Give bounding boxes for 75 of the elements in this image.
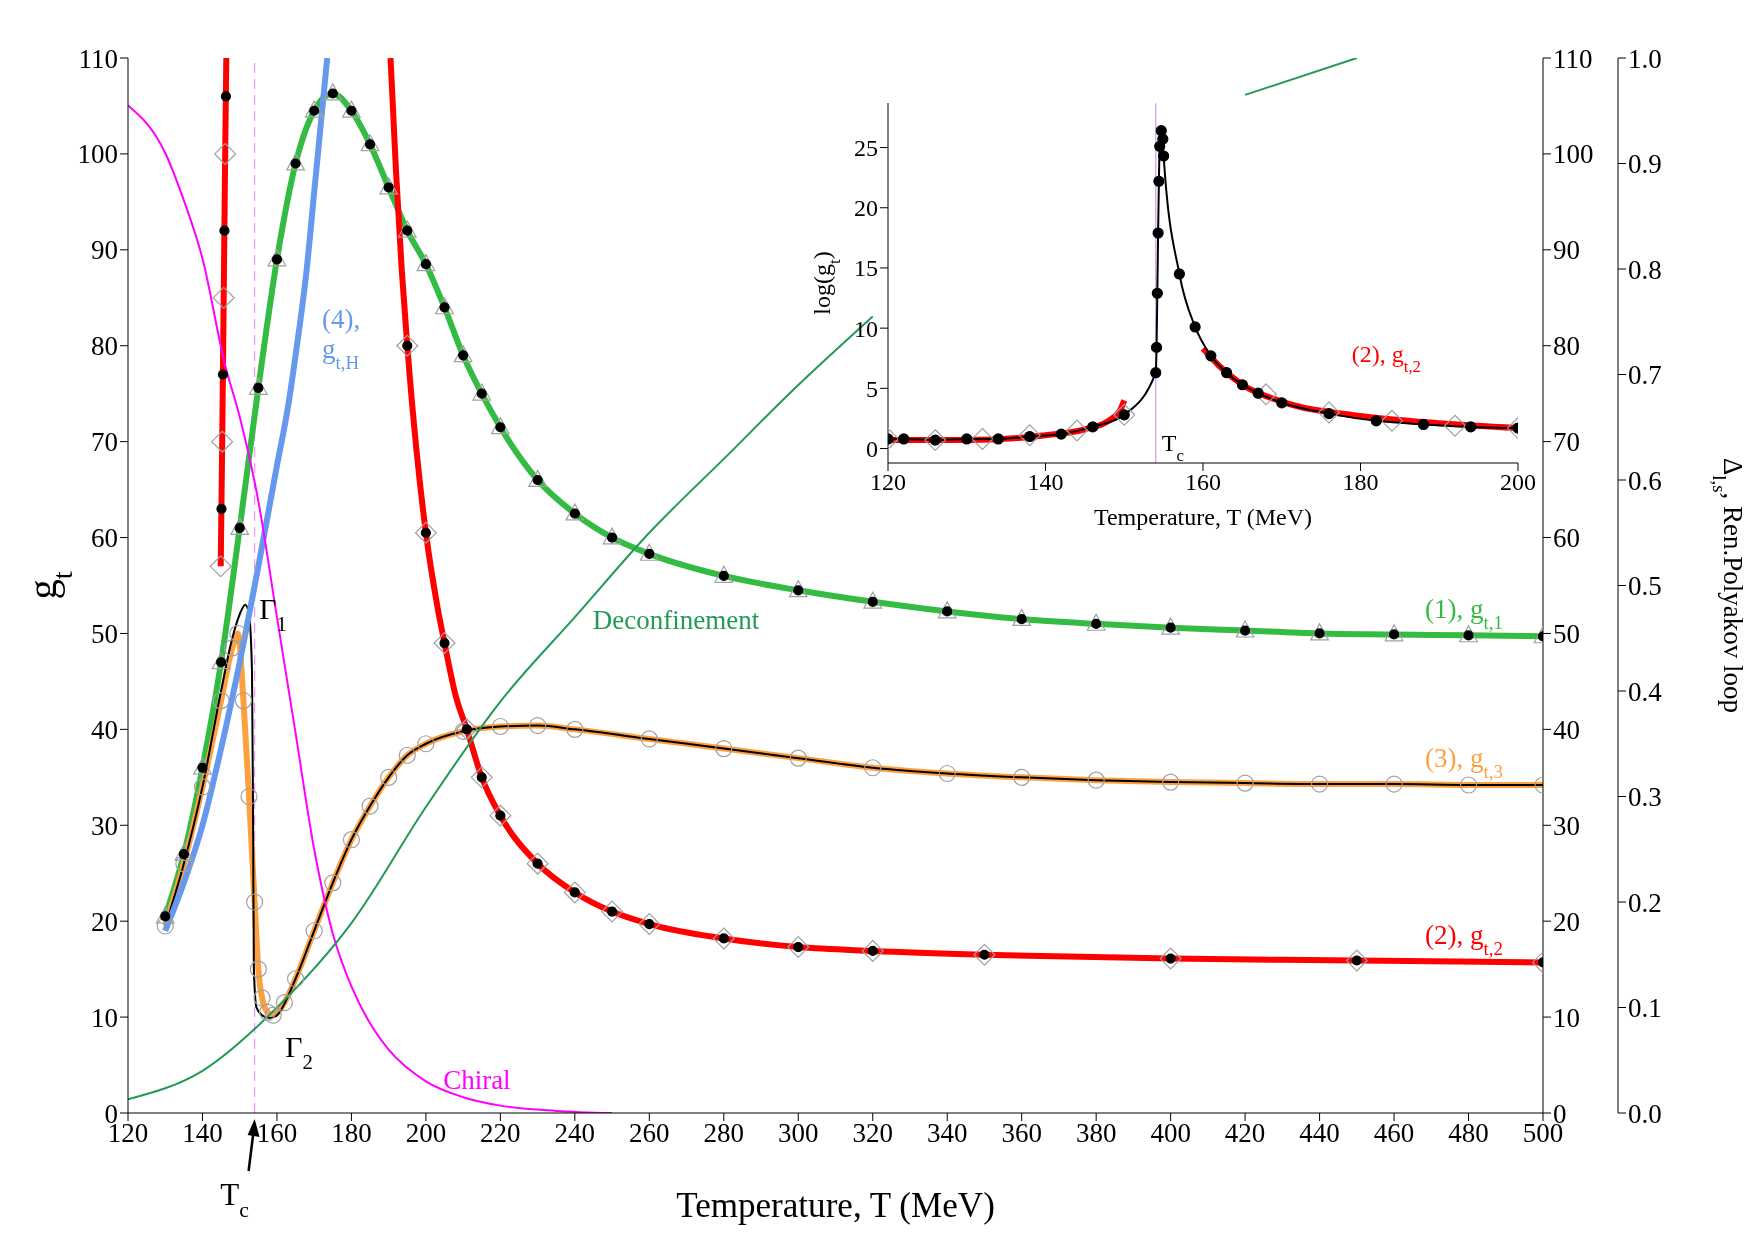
y-tick-label: 40 [91,714,118,745]
series-label: (4), g$_{t,H}$ [322,304,361,373]
y-tick-label: 20 [91,906,118,937]
x-tick-label: 340 [926,1118,968,1149]
y-tick-label: 10 [91,1002,118,1033]
x-tick-label: 400 [1150,1118,1191,1149]
y2-tick-label: 10 [1553,1002,1580,1033]
series-label: (2), g$_{t,2}$ [1425,920,1503,959]
series-label: Deconfinement [592,605,760,636]
x-tick-label: 220 [480,1118,521,1149]
x-tick-label: 320 [852,1118,893,1149]
x-tick-label: 200 [405,1118,447,1149]
y3-tick-label: 0.5 [1628,571,1662,602]
x-tick-label: 460 [1373,1118,1415,1149]
y2-tick-label: 20 [1553,906,1580,937]
y2-tick-label: 30 [1553,810,1580,841]
y2-tick-label: 90 [1553,235,1580,266]
series-label: (1), g$_{t,1}$ [1425,594,1503,633]
y2-tick-label: 80 [1553,331,1580,362]
y-tick-label: 80 [91,331,118,362]
y-tick-label: 0 [866,436,878,463]
x-tick-label: 480 [1448,1118,1489,1149]
y2-tick-label: 50 [1553,619,1580,650]
annotation: Γ$_{1}$ [259,592,287,635]
x-tick-label: 200 [1500,469,1536,496]
x-tick-label: 280 [703,1118,745,1149]
x-axis-title: Temperature, T (MeV) [1093,504,1313,530]
y3-tick-label: 0.9 [1628,149,1662,180]
x-tick-label: 180 [1342,469,1379,496]
x-tick-label: 300 [778,1118,819,1149]
x-tick-label: 440 [1299,1118,1340,1149]
y3-tick-label: 0.2 [1628,887,1662,918]
y3-tick-label: 0.8 [1628,254,1662,285]
y-tick-label: 20 [854,195,878,222]
series-label: (2), g$_{t,2}$ [1351,340,1421,376]
y3-tick-label: 0.1 [1628,993,1662,1024]
y-tick-label: 15 [854,255,878,282]
y3-tick-label: 0.6 [1628,465,1662,496]
y-tick-label: 30 [91,810,118,841]
x-tick-label: 180 [331,1118,372,1149]
y-tick-label: 10 [854,315,878,342]
y-tick-label: 110 [78,43,118,74]
ref-line-label: T$_{c}$ [1161,430,1184,465]
y-tick-label: 50 [91,619,118,650]
x-tick-label: 160 [1185,469,1221,496]
x-tick-label: 140 [182,1118,223,1149]
x-tick-label: 360 [1001,1118,1042,1149]
y-tick-label: 90 [91,235,118,266]
y3-tick-label: 0.3 [1628,782,1662,813]
x-tick-label: 140 [1027,469,1064,496]
x-axis-title: Temperature, T (MeV) [676,1186,995,1225]
x-tick-label: 420 [1224,1118,1266,1149]
y2-tick-label: 60 [1553,523,1580,554]
series-label: Chiral [443,1065,511,1096]
series-label: (3), g$_{t,3}$ [1425,742,1503,782]
ref-line-label: T$_{c}$ [220,1177,249,1222]
y3-tick-label: 0.4 [1628,676,1663,707]
y3-tick-label: 0.7 [1628,360,1662,391]
annotation: Γ$_{2}$ [285,1031,313,1073]
y-tick-label: 5 [866,375,878,402]
y3-tick-label: 0.0 [1628,1098,1662,1129]
y-tick-label: 60 [91,523,118,554]
y2-tick-label: 40 [1553,714,1580,745]
x-tick-label: 120 [870,469,906,496]
x-tick-label: 260 [629,1118,670,1149]
y2-tick-label: 70 [1553,427,1580,458]
y2-tick-label: 100 [1553,139,1594,170]
y-tick-label: 25 [854,135,878,162]
y2-tick-label: 110 [1553,43,1593,74]
y-tick-label: 100 [77,139,118,170]
x-tick-label: 160 [256,1118,298,1149]
x-tick-label: 240 [554,1118,596,1149]
y3-tick-label: 1.0 [1628,43,1662,74]
x-tick-label: 380 [1075,1118,1117,1149]
y-tick-label: 70 [91,427,118,458]
